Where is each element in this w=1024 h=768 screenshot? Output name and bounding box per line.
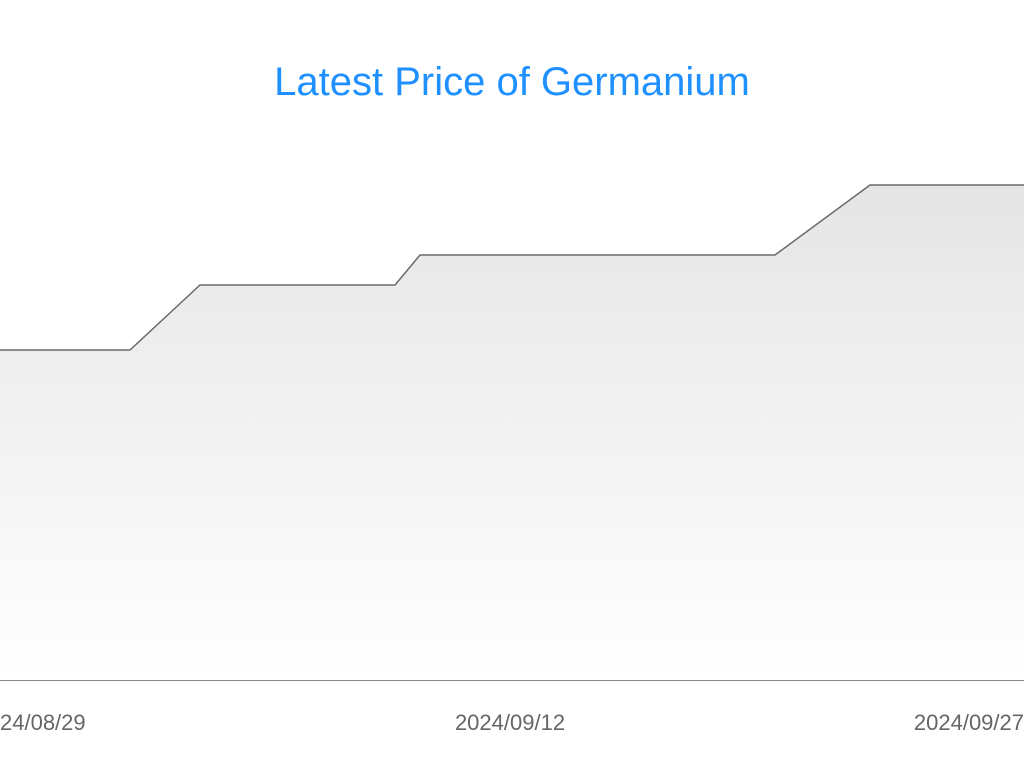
chart-area-fill [0, 185, 1024, 680]
x-axis-tick-label: 2024/09/12 [455, 710, 565, 736]
x-axis-tick-label: 24/08/29 [0, 710, 86, 736]
chart-plot-area: 24/08/29 2024/09/12 2024/09/27 [0, 0, 1024, 768]
x-axis-line [0, 680, 1024, 681]
area-line-svg [0, 0, 1024, 768]
x-axis-tick-label: 2024/09/27 [914, 710, 1024, 736]
price-chart: Latest Price of Germanium 24/08/292024/0… [0, 0, 1024, 768]
